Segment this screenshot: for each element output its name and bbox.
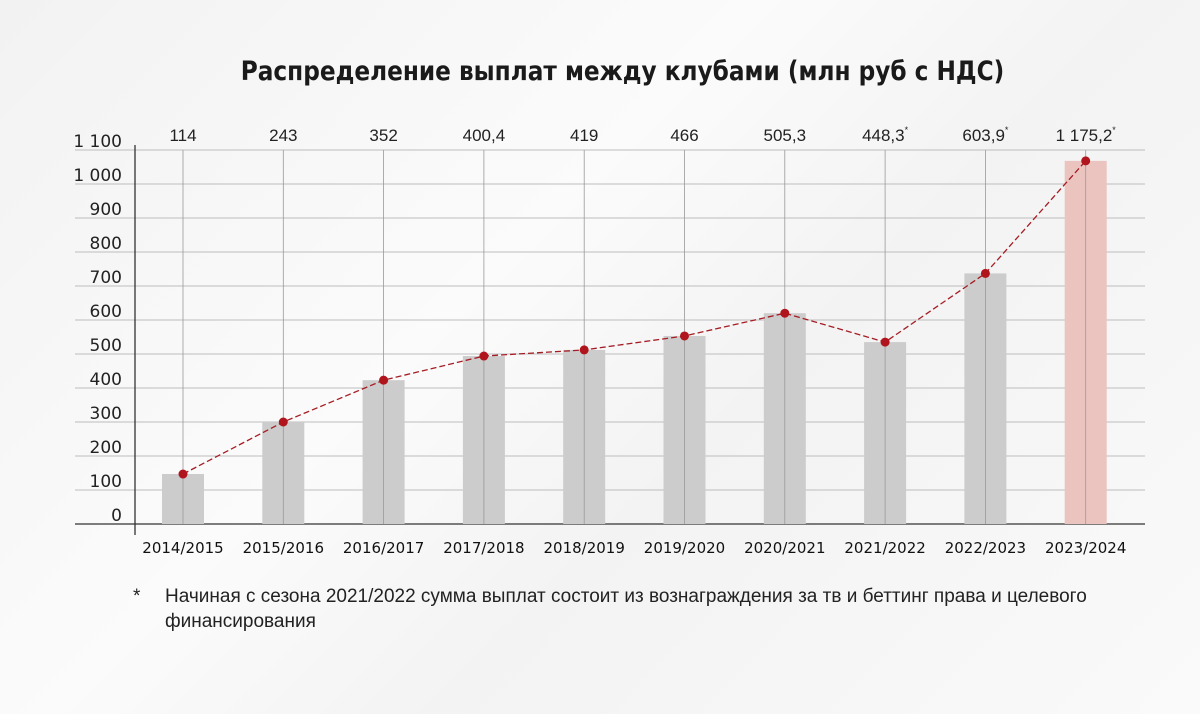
footnote-marker: * <box>1112 125 1116 135</box>
value-label: 466 <box>670 126 698 145</box>
y-tick-label: 600 <box>90 302 122 322</box>
trend-line <box>182 160 1087 475</box>
y-tick-label: 0 <box>111 506 122 526</box>
y-tick-label: 900 <box>90 200 122 220</box>
value-label: 505,3 <box>764 126 807 145</box>
chart-title: Распределение выплат между клубами (млн … <box>240 56 1005 87</box>
value-label: 419 <box>570 126 598 145</box>
data-point <box>379 375 389 385</box>
x-tick-label: 2021/2022 <box>844 539 925 557</box>
value-label: 400,4 <box>463 126 506 145</box>
x-tick-label: 2016/2017 <box>343 539 424 557</box>
y-tick-label: 700 <box>90 268 122 288</box>
y-tick-label: 400 <box>90 370 122 390</box>
y-tick-label: 1 100 <box>73 132 122 152</box>
x-tick-label: 2020/2021 <box>744 539 825 557</box>
data-point <box>680 331 689 341</box>
footnote-marker: * <box>133 586 141 607</box>
x-tick-label: 2022/2023 <box>945 539 1026 557</box>
y-tick-label: 1 000 <box>73 166 122 186</box>
data-point <box>178 469 188 479</box>
x-tick-label: 2019/2020 <box>644 539 725 557</box>
footnote-text: Начиная с сезона 2021/2022 сумма выплат … <box>165 586 1087 632</box>
y-tick-label: 200 <box>90 438 122 458</box>
data-point <box>880 337 890 347</box>
value-label: 603,9* <box>962 125 1009 145</box>
data-point <box>579 345 589 355</box>
data-point <box>780 308 790 318</box>
x-tick-label: 2023/2024 <box>1045 539 1126 557</box>
data-point <box>980 268 990 278</box>
value-label: 1 175,2* <box>1056 125 1117 145</box>
value-label: 448,3* <box>862 125 909 145</box>
y-tick-label: 300 <box>90 404 122 424</box>
footnote-marker: * <box>1005 125 1009 135</box>
footnote: * Начиная с сезона 2021/2022 сумма выпла… <box>133 584 1153 634</box>
value-label: 243 <box>269 126 297 145</box>
x-tick-label: 2014/2015 <box>142 539 223 557</box>
data-point <box>479 351 489 361</box>
x-tick-label: 2015/2016 <box>243 539 324 557</box>
y-tick-label: 800 <box>90 234 122 254</box>
y-tick-label: 500 <box>90 336 122 356</box>
data-point <box>278 417 288 427</box>
x-tick-label: 2018/2019 <box>543 539 624 557</box>
y-tick-label: 100 <box>90 472 122 492</box>
footnote-marker: * <box>905 125 909 135</box>
x-tick-label: 2017/2018 <box>443 539 524 557</box>
value-label: 114 <box>169 126 196 145</box>
data-point <box>1081 156 1091 166</box>
value-label: 352 <box>369 126 397 145</box>
